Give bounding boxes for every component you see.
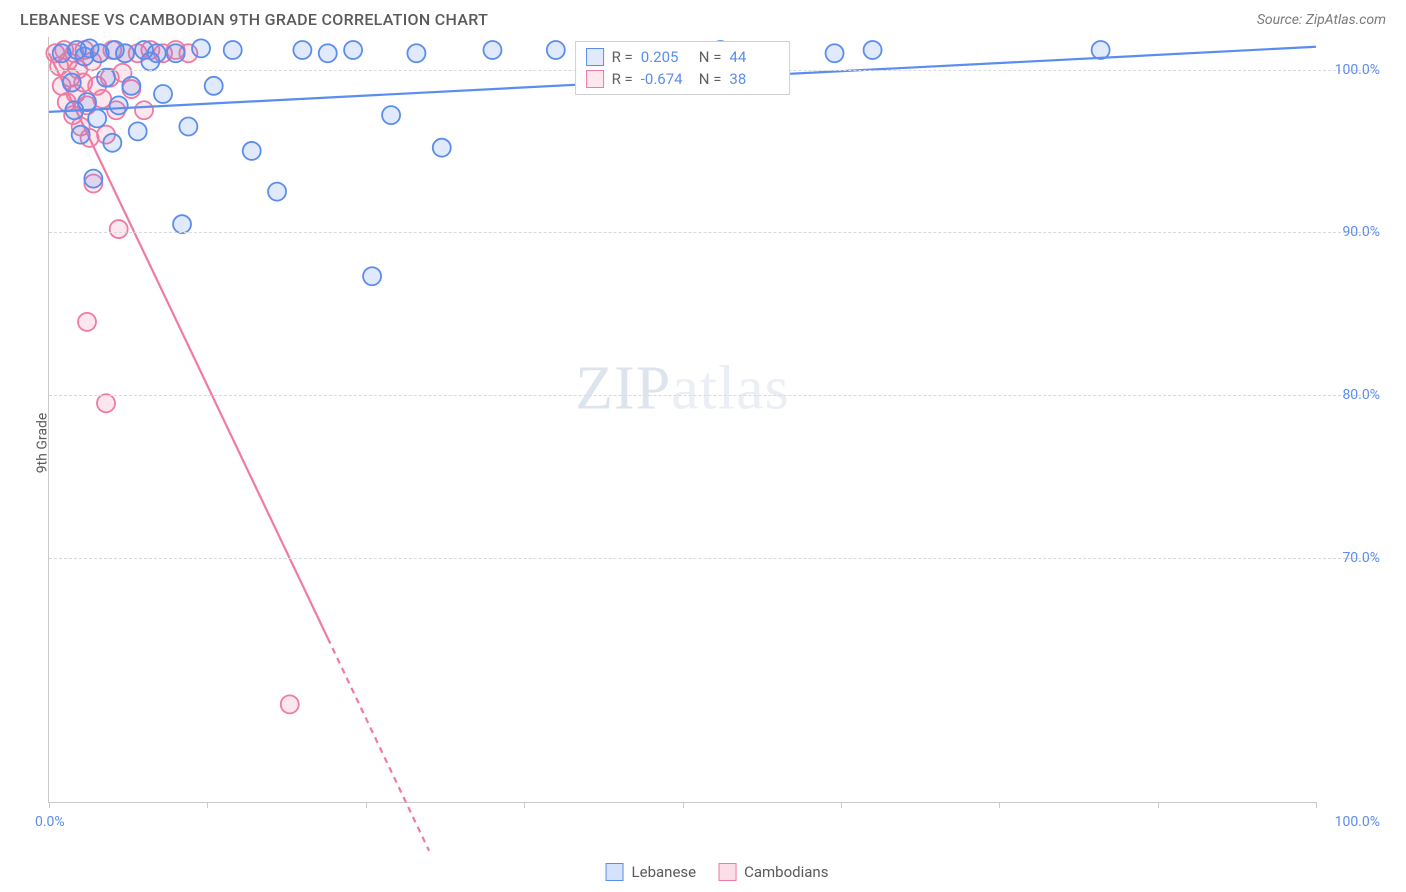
r-label: R = xyxy=(612,70,633,88)
scatter-point xyxy=(110,220,128,238)
scatter-point xyxy=(135,101,153,119)
r-label: R = xyxy=(612,48,633,66)
scatter-point xyxy=(84,170,102,188)
n-value: 44 xyxy=(729,48,779,66)
scatter-point xyxy=(1092,41,1110,59)
legend-item: Lebanese xyxy=(606,863,697,881)
x-min-label: 0.0% xyxy=(35,814,65,830)
scatter-point xyxy=(78,313,96,331)
scatter-point xyxy=(129,122,147,140)
scatter-point xyxy=(826,44,844,62)
scatter-point xyxy=(192,39,210,57)
scatter-point xyxy=(78,93,96,111)
x-tick xyxy=(683,802,684,808)
scatter-point xyxy=(483,41,501,59)
scatter-point xyxy=(344,41,362,59)
scatter-point xyxy=(103,134,121,152)
scatter-point xyxy=(407,44,425,62)
legend-label: Lebanese xyxy=(632,863,697,881)
legend-stats-box: R = 0.205 N = 44 R = -0.674 N = 38 xyxy=(575,41,791,95)
chart-container: 9th Grade ZIPatlas R = 0.205 N = 44 R = … xyxy=(48,37,1386,849)
x-tick xyxy=(524,802,525,808)
plot-area: ZIPatlas R = 0.205 N = 44 R = -0.674 N =… xyxy=(48,37,1316,803)
chart-source: Source: ZipAtlas.com xyxy=(1257,12,1386,28)
scatter-point xyxy=(243,142,261,160)
plot-svg xyxy=(49,37,1316,802)
scatter-point xyxy=(268,183,286,201)
scatter-point xyxy=(224,41,242,59)
scatter-point xyxy=(547,41,565,59)
scatter-point xyxy=(122,77,140,95)
chart-header: LEBANESE VS CAMBODIAN 9TH GRADE CORRELAT… xyxy=(0,0,1406,37)
scatter-point xyxy=(205,77,223,95)
n-label: N = xyxy=(699,70,722,88)
legend-item: Cambodians xyxy=(718,863,828,881)
r-value: 0.205 xyxy=(641,48,691,66)
swatch-icon xyxy=(586,70,604,88)
scatter-point xyxy=(154,85,172,103)
bottom-legend: Lebanese Cambodians xyxy=(606,863,829,881)
scatter-point xyxy=(293,41,311,59)
scatter-point xyxy=(88,109,106,127)
scatter-point xyxy=(173,215,191,233)
scatter-point xyxy=(72,126,90,144)
x-tick xyxy=(1158,802,1159,808)
scatter-point xyxy=(179,118,197,136)
x-max-label: 100.0% xyxy=(1335,814,1380,830)
y-tick-label: 80.0% xyxy=(1342,387,1380,403)
gridline xyxy=(49,558,1376,559)
scatter-point xyxy=(864,41,882,59)
y-tick-label: 70.0% xyxy=(1342,550,1380,566)
scatter-point xyxy=(319,44,337,62)
x-tick xyxy=(1316,802,1317,808)
swatch-icon xyxy=(606,863,624,881)
swatch-icon xyxy=(586,48,604,66)
gridline xyxy=(49,232,1376,233)
scatter-point xyxy=(433,139,451,157)
x-tick xyxy=(999,802,1000,808)
trend-line xyxy=(49,53,328,638)
legend-stats-row: R = -0.674 N = 38 xyxy=(586,68,780,90)
x-tick xyxy=(49,802,50,808)
r-value: -0.674 xyxy=(641,70,691,88)
scatter-point xyxy=(116,44,134,62)
legend-label: Cambodians xyxy=(744,863,828,881)
scatter-point xyxy=(110,96,128,114)
trend-line-dashed xyxy=(328,638,429,851)
scatter-point xyxy=(382,106,400,124)
n-value: 38 xyxy=(729,70,779,88)
n-label: N = xyxy=(699,48,722,66)
legend-stats-row: R = 0.205 N = 44 xyxy=(586,46,780,68)
y-tick-label: 100.0% xyxy=(1335,62,1380,78)
gridline xyxy=(49,395,1376,396)
scatter-point xyxy=(363,267,381,285)
scatter-point xyxy=(97,394,115,412)
chart-title: LEBANESE VS CAMBODIAN 9TH GRADE CORRELAT… xyxy=(20,10,488,29)
swatch-icon xyxy=(718,863,736,881)
x-tick xyxy=(841,802,842,808)
x-tick xyxy=(207,802,208,808)
x-tick xyxy=(366,802,367,808)
scatter-point xyxy=(63,74,81,92)
scatter-point xyxy=(97,69,115,87)
scatter-point xyxy=(281,695,299,713)
scatter-point xyxy=(167,44,185,62)
scatter-point xyxy=(148,44,166,62)
y-tick-label: 90.0% xyxy=(1342,224,1380,240)
